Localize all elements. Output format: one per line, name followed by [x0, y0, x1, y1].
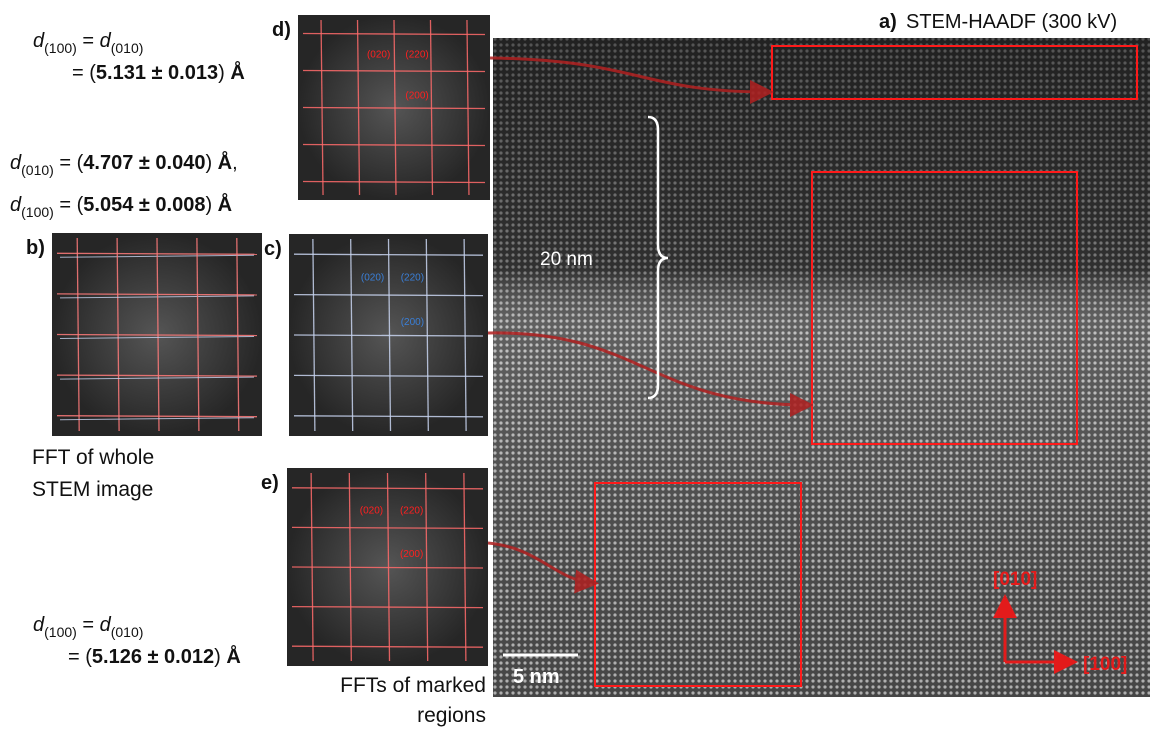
equation-part: d — [10, 194, 21, 216]
spot-label: (220) — [400, 506, 423, 517]
equation-part: ) — [218, 62, 230, 84]
equation-part: = ( — [54, 152, 83, 174]
equation-line: d(100) = d(010) — [33, 614, 143, 640]
equation-part: (010) — [21, 162, 54, 178]
equation-part: d — [100, 614, 111, 636]
equation-part: (010) — [111, 40, 144, 56]
equation-part: 5.054 ± 0.008 — [83, 194, 205, 216]
equation-part: (010) — [111, 624, 144, 640]
caption: regions — [417, 704, 486, 728]
direction-label: [100] — [1083, 654, 1127, 675]
equation-part: (100) — [44, 624, 77, 640]
equation-part: = ( — [72, 62, 96, 84]
panel-label: b) — [26, 237, 45, 259]
equation-part: d — [33, 614, 44, 636]
equation-part: (100) — [44, 40, 77, 56]
panel-label: d) — [272, 19, 291, 41]
spot-label: (200) — [400, 549, 423, 560]
panel-label: c) — [264, 238, 282, 260]
equation-part: d — [10, 152, 21, 174]
equation-part: d — [100, 30, 111, 52]
equation-part: (100) — [21, 204, 54, 220]
caption: STEM image — [32, 478, 153, 502]
equation-part: Å — [226, 646, 240, 668]
panel-label: e) — [261, 472, 279, 494]
caption: FFTs of marked — [340, 674, 486, 698]
equation-part: = ( — [54, 194, 83, 216]
spot-label: (220) — [405, 50, 428, 61]
equation-part: , — [232, 152, 238, 174]
equation-part: ) — [214, 646, 226, 668]
equation-line: = (5.126 ± 0.012) Å — [68, 646, 241, 669]
equation-part: ) — [205, 152, 217, 174]
spot-label: (020) — [360, 506, 383, 517]
direction-label: [010] — [993, 569, 1037, 590]
equation-line: d(100) = d(010) — [33, 30, 143, 56]
equation-part: 5.131 ± 0.013 — [96, 62, 218, 84]
equation-part: 5.126 ± 0.012 — [92, 646, 214, 668]
equation-part: = — [77, 30, 100, 52]
spot-label: (200) — [401, 317, 424, 328]
equation-line: d(100) = (5.054 ± 0.008) Å — [10, 194, 232, 220]
caption: FFT of whole — [32, 446, 154, 470]
equation-part: = ( — [68, 646, 92, 668]
equation-part: 4.707 ± 0.040 — [83, 152, 205, 174]
main-title: STEM-HAADF (300 kV) — [906, 11, 1117, 33]
spot-label: (020) — [367, 50, 390, 61]
figure: d) (020) (220) (200) b) c) (020) (220) (200) e) (0… — [0, 0, 1153, 729]
fft-panels: d) (020) (220) (200) b) c) (020) (220) (200) e) (0… — [26, 15, 490, 666]
spot-label: (200) — [405, 90, 428, 101]
stem-shading — [493, 38, 1150, 697]
spot-label: (220) — [401, 272, 424, 283]
panel-label: a) — [879, 11, 897, 33]
equation-line: = (5.131 ± 0.013) Å — [72, 62, 245, 85]
equation-line: d(010) = (4.707 ± 0.040) Å, — [10, 152, 238, 178]
spot-label: (020) — [361, 272, 384, 283]
scale-label: 5 nm — [513, 666, 560, 688]
equation-part: Å — [230, 62, 244, 84]
equation-part: ) — [205, 194, 217, 216]
equation-part: = — [77, 614, 100, 636]
distance-label: 20 nm — [540, 249, 593, 270]
equation-part: Å — [218, 194, 232, 216]
equation-part: Å — [218, 152, 232, 174]
page: d) (020) (220) (200) b) c) (020) (220) (200) e) (0… — [0, 0, 1153, 729]
equation-part: d — [33, 30, 44, 52]
